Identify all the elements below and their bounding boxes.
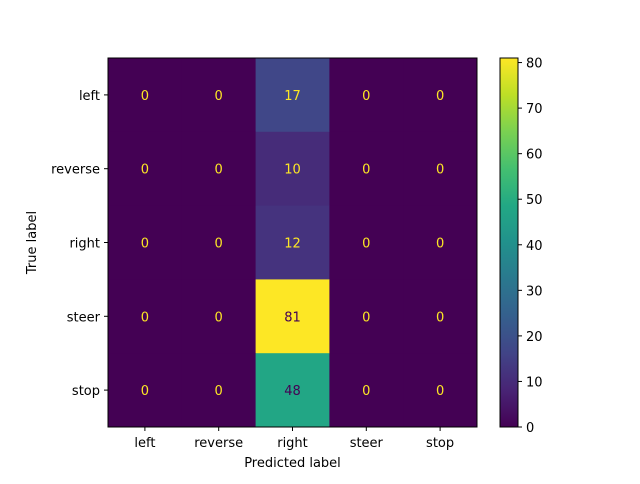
cell-value-label: 81 xyxy=(284,310,301,325)
heatmap-cell xyxy=(329,131,404,207)
cell-value-label: 17 xyxy=(284,89,301,104)
heatmap-cell xyxy=(181,279,257,354)
heatmap-cell xyxy=(181,58,257,133)
colorbar-tick-label: 30 xyxy=(526,284,543,299)
colorbar-tick-label: 0 xyxy=(526,421,534,436)
heatmap-cell xyxy=(403,279,478,354)
x-tick-label: reverse xyxy=(194,436,243,451)
y-axis-label: True label xyxy=(25,211,40,275)
cell-value-label: 0 xyxy=(436,310,444,325)
x-tick-label: left xyxy=(134,436,155,451)
heatmap-cell xyxy=(403,353,478,428)
heatmap-cell xyxy=(329,58,404,133)
heatmap-cell xyxy=(108,279,183,354)
cell-value-label: 10 xyxy=(284,163,301,178)
x-axis-label: Predicted label xyxy=(244,456,341,471)
y-tick-label: steer xyxy=(67,310,101,325)
heatmap-cell xyxy=(255,131,330,207)
heatmap-cell xyxy=(181,131,257,207)
colorbar xyxy=(499,57,519,428)
cell-value-label: 0 xyxy=(141,89,149,104)
cell-value-label: 0 xyxy=(141,310,149,325)
y-tick-label: stop xyxy=(72,384,100,399)
colorbar-tick-label: 50 xyxy=(526,193,543,208)
heatmap-cell xyxy=(181,353,257,428)
heatmap-cell xyxy=(329,205,404,280)
colorbar-tick-label: 20 xyxy=(526,330,543,345)
x-tick-label: steer xyxy=(350,436,384,451)
heatmap-cell xyxy=(108,131,183,207)
cell-value-label: 0 xyxy=(436,163,444,178)
y-tick-label: left xyxy=(79,89,100,104)
heatmap-cell xyxy=(403,58,478,133)
cell-value-label: 0 xyxy=(362,310,370,325)
heatmap-cell xyxy=(329,353,404,428)
heatmap-cell xyxy=(255,58,330,133)
heatmap-cell xyxy=(255,279,330,354)
colorbar-tick-label: 70 xyxy=(526,102,543,117)
cell-value-label: 0 xyxy=(141,237,149,252)
cell-value-label: 12 xyxy=(284,237,301,252)
heatmap-cell xyxy=(329,279,404,354)
heatmap-cell xyxy=(403,205,478,280)
y-tick-label: reverse xyxy=(51,163,100,178)
heatmap-cell xyxy=(255,353,330,428)
cell-value-label: 0 xyxy=(436,237,444,252)
cell-value-label: 48 xyxy=(284,384,301,399)
cell-value-label: 0 xyxy=(215,384,223,399)
heatmap-cell xyxy=(181,205,257,280)
colorbar-tick-label: 40 xyxy=(526,239,543,254)
cell-value-label: 0 xyxy=(215,89,223,104)
cell-value-label: 0 xyxy=(362,384,370,399)
x-tick-label: right xyxy=(277,436,308,451)
heatmap-cell xyxy=(108,205,183,280)
cell-value-label: 0 xyxy=(436,89,444,104)
x-tick-label: stop xyxy=(426,436,454,451)
cell-value-label: 0 xyxy=(215,310,223,325)
cell-value-label: 0 xyxy=(362,163,370,178)
colorbar-tick-label: 80 xyxy=(526,57,543,72)
heatmap-cell xyxy=(255,205,330,280)
y-tick-label: right xyxy=(69,237,100,252)
cell-value-label: 0 xyxy=(141,163,149,178)
cell-value-label: 0 xyxy=(215,237,223,252)
heatmap-cell xyxy=(108,353,183,428)
cell-value-label: 0 xyxy=(362,89,370,104)
heatmap-cell xyxy=(108,58,183,133)
colorbar-tick-label: 10 xyxy=(526,375,543,390)
colorbar-tick-label: 60 xyxy=(526,148,543,163)
cell-value-label: 0 xyxy=(436,384,444,399)
cell-value-label: 0 xyxy=(141,384,149,399)
heatmap-cell xyxy=(403,131,478,207)
cell-value-label: 0 xyxy=(215,163,223,178)
cell-value-label: 0 xyxy=(362,237,370,252)
